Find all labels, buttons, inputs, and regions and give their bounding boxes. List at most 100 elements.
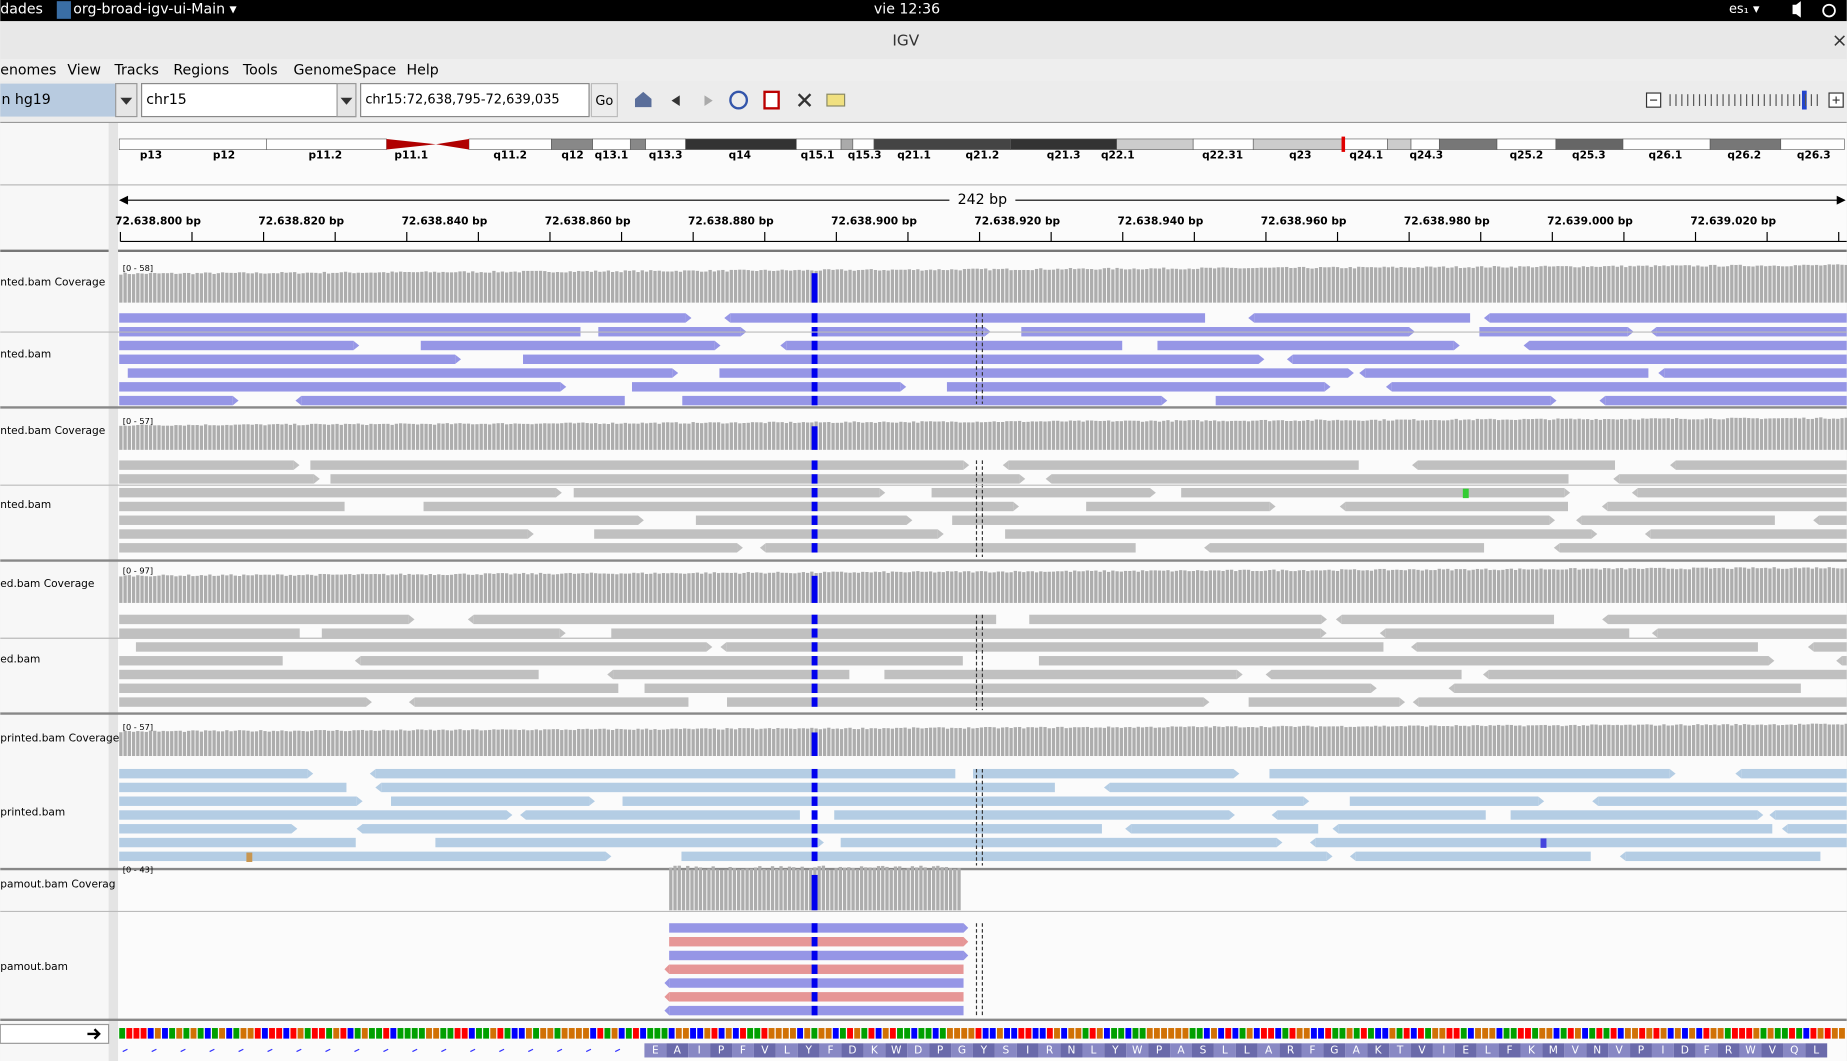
- coverage-bar: [1615, 419, 1619, 450]
- coverage-bar: [322, 730, 326, 757]
- menu-item[interactable]: Tracks: [114, 63, 159, 79]
- power-icon[interactable]: [1822, 3, 1836, 18]
- genome-selector[interactable]: n hg19: [1, 92, 50, 108]
- locus-box[interactable]: [360, 83, 590, 118]
- activities[interactable]: dades: [0, 1, 43, 17]
- amino-acid-box: [1389, 1043, 1412, 1058]
- coverage-bar: [1738, 417, 1742, 450]
- coverage-bar: [348, 730, 352, 757]
- volume-icon[interactable]: [1792, 1, 1801, 18]
- menu-item[interactable]: Help: [407, 63, 439, 79]
- home-button[interactable]: [634, 91, 652, 108]
- menu-item[interactable]: Regions: [173, 63, 229, 79]
- clock[interactable]: vie 12:36: [874, 1, 940, 17]
- band-label: q26.3: [1797, 149, 1831, 161]
- amino-acid-box: [644, 1043, 667, 1058]
- menu-item[interactable]: GenomeSpace: [293, 63, 396, 79]
- coverage-bar: [1174, 420, 1179, 450]
- coverage-bar: [1581, 419, 1586, 450]
- base: [1760, 1028, 1767, 1039]
- coverage-bar: [1068, 268, 1073, 303]
- band-label: q13.3: [649, 149, 683, 161]
- zoom-slider-thumb[interactable]: [1801, 90, 1807, 110]
- amino-acid: F: [828, 1044, 834, 1056]
- coverage-bar: [657, 423, 661, 450]
- coverage-bar: [1556, 569, 1560, 603]
- base: [154, 1028, 161, 1039]
- coverage-bar: [632, 729, 636, 757]
- coverage-bar: [352, 574, 356, 603]
- coverage-bar: [386, 272, 390, 303]
- coverage-bar: [766, 869, 770, 911]
- ruler-label: 72.638.920 bp: [974, 215, 1060, 227]
- amino-acid: I: [698, 1044, 701, 1056]
- locus-field[interactable]: chr15:72,638,795-72,639,035: [365, 93, 559, 108]
- refresh-button[interactable]: [729, 90, 749, 110]
- menu-item[interactable]: Tools: [242, 63, 278, 79]
- coverage-bar: [1390, 569, 1395, 603]
- coverage-bar: [1619, 567, 1624, 603]
- coverage-bar: [1535, 267, 1539, 303]
- coverage-bar: [873, 422, 878, 450]
- coverage-bar: [619, 573, 623, 603]
- chromosome-selector[interactable]: chr15: [146, 92, 187, 108]
- go-box[interactable]: [590, 83, 618, 118]
- coverage-bar: [852, 572, 856, 603]
- menu-item[interactable]: enomes: [0, 63, 56, 79]
- coverage-bar: [1251, 420, 1255, 450]
- genome-box[interactable]: [0, 83, 137, 117]
- read-arrow: [1576, 515, 1582, 525]
- coverage-bar: [716, 422, 721, 450]
- coverage-bar: [1251, 571, 1255, 603]
- roi-button[interactable]: [763, 90, 780, 110]
- coverage-bar: [945, 728, 950, 757]
- base: [761, 1028, 768, 1039]
- base: [1389, 1028, 1396, 1039]
- coverage-bar: [1403, 267, 1408, 303]
- keyboard-layout[interactable]: es₁ ▾: [1729, 2, 1760, 17]
- coverage-bar: [619, 729, 623, 757]
- coverage-bar: [1378, 420, 1382, 450]
- band-label: q21.1: [897, 149, 931, 161]
- app-menu[interactable]: org-broad-igv-ui-Main ▾: [73, 1, 237, 17]
- coverage-bar: [348, 424, 352, 450]
- coverage-bar: [666, 573, 670, 603]
- coverage-bar: [1145, 726, 1149, 757]
- coverage-bar: [390, 424, 394, 450]
- coverage-bar: [852, 270, 856, 303]
- coverage-bar: [920, 421, 924, 450]
- fit-button[interactable]: [797, 93, 812, 107]
- go-button[interactable]: Go: [595, 94, 613, 109]
- coverage-bar: [1310, 570, 1314, 603]
- coverage-bar: [1357, 726, 1361, 757]
- coverage-bar: [1611, 569, 1615, 603]
- coverage-bar: [471, 271, 475, 303]
- read: [952, 515, 1550, 525]
- close-button[interactable]: ×: [1832, 31, 1847, 52]
- read: [1664, 368, 1847, 378]
- strand-arrow[interactable]: [87, 1028, 101, 1040]
- popup-button[interactable]: [826, 93, 846, 107]
- coverage-bar: [1212, 726, 1217, 757]
- back-button[interactable]: [671, 95, 680, 106]
- read: [1605, 395, 1847, 406]
- coverage-bar: [636, 423, 640, 450]
- coverage-bar: [293, 575, 297, 603]
- coverage-bar: [924, 727, 928, 757]
- coverage-bar: [263, 574, 267, 603]
- coverage-bar: [140, 424, 144, 450]
- coverage-bar: [373, 730, 377, 757]
- coverage-bar: [144, 273, 148, 303]
- coverage-bar: [500, 423, 505, 450]
- forward-button[interactable]: [704, 95, 713, 106]
- coverage-bar: [1136, 726, 1140, 757]
- coverage-bar: [386, 730, 390, 757]
- menu-item[interactable]: View: [67, 63, 101, 79]
- read-arrow: [559, 628, 566, 638]
- read: [119, 313, 686, 323]
- read-arrow: [937, 529, 944, 539]
- base: [1346, 1028, 1353, 1039]
- coverage-bar: [644, 728, 649, 757]
- coverage-bar: [1679, 568, 1683, 603]
- coverage-bar: [521, 270, 526, 303]
